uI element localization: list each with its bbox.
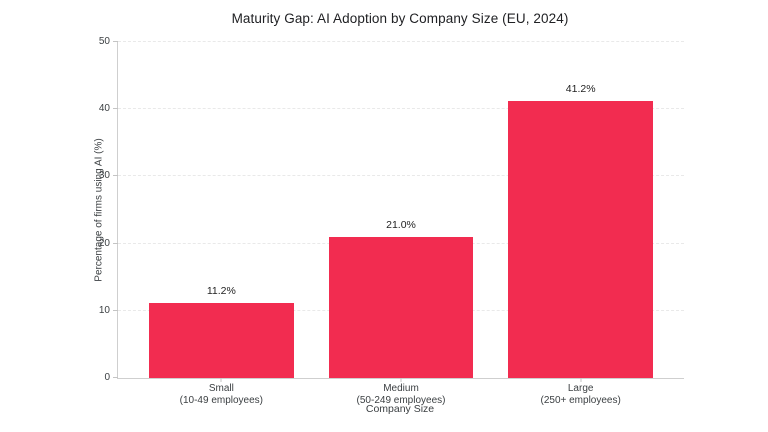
bar-value-label: 21.0% — [386, 218, 416, 231]
category-sublabel: (10-49 employees) — [179, 395, 264, 406]
bar-value-label: 11.2% — [206, 284, 236, 297]
bar-value-label: 41.2% — [565, 83, 596, 96]
y-axis-label: Percentage of firms using AI (%) — [93, 138, 105, 282]
y-axis-tick — [113, 242, 118, 244]
x-axis-tick — [400, 378, 402, 382]
y-tick-label: 40 — [98, 103, 110, 115]
gridline — [118, 41, 684, 42]
y-tick-label: 20 — [98, 237, 110, 249]
y-tick-label: 0 — [104, 372, 110, 383]
category-sublabel: (250+ employees) — [540, 395, 621, 406]
x-axis-tick — [220, 378, 222, 382]
gridline — [118, 108, 684, 110]
x-tick-label: Large (250+ employees) — [540, 383, 620, 407]
chart-title: Maturity Gap: AI Adoption by Company Siz… — [231, 11, 569, 26]
y-axis-tick — [113, 377, 118, 378]
category-name: Medium — [383, 383, 419, 394]
y-axis-tick — [113, 108, 118, 110]
y-tick-label: 50 — [98, 36, 110, 47]
bar — [149, 302, 294, 378]
category-name: Small — [208, 383, 234, 394]
bar — [328, 236, 474, 378]
plot-area: 0 10 20 30 40 50 11.2% Small (10-49 employees) 21… — [99, 37, 684, 406]
x-tick-label: Medium (50-249 employees) — [357, 383, 446, 407]
category-name: Large — [567, 383, 594, 394]
x-tick-label: Small (10-49 employees) — [180, 383, 263, 407]
bar — [508, 101, 653, 378]
x-axis-tick — [580, 378, 582, 382]
y-tick-label: 10 — [98, 304, 110, 316]
y-tick-label: 30 — [98, 170, 110, 182]
category-sublabel: (50-249 employees) — [356, 395, 446, 406]
y-axis-tick — [113, 309, 118, 311]
x-axis-label: Company Size — [365, 403, 435, 415]
y-axis-tick — [113, 41, 118, 42]
y-axis-tick — [113, 175, 118, 177]
gridline — [118, 175, 684, 177]
